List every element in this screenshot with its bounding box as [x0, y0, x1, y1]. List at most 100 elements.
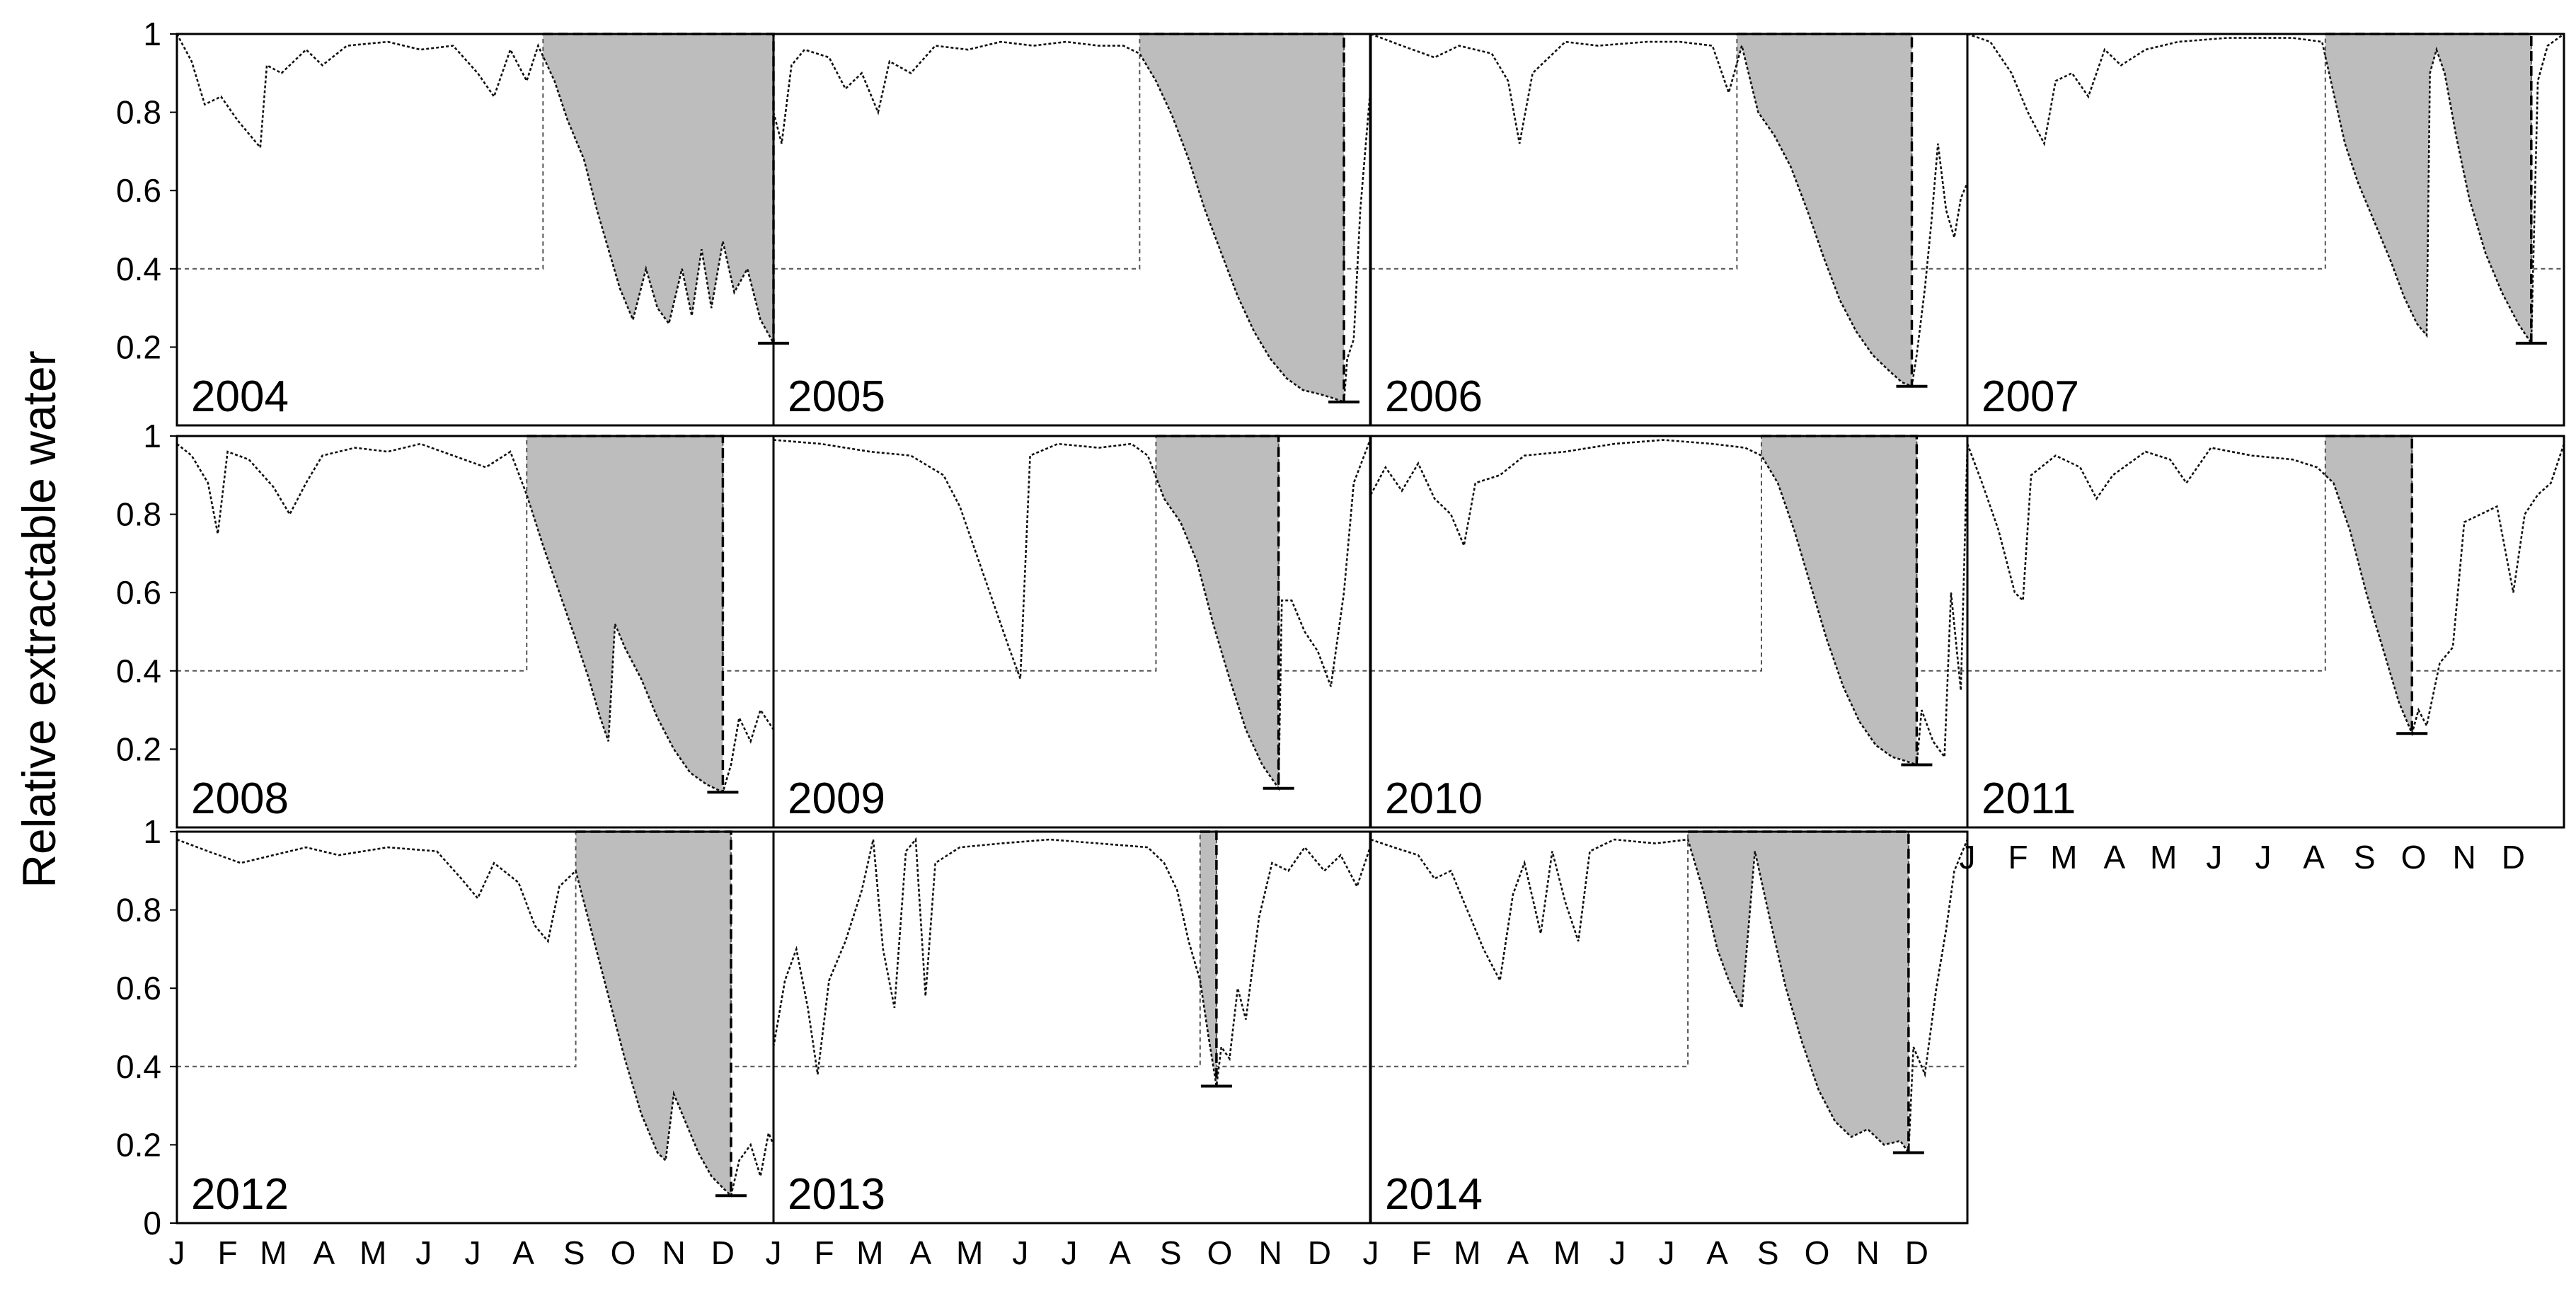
panels-group: 2004 2005 2006 2007 2008 2009 2010 2011 2012 2013… — [176, 33, 2565, 1225]
drought-area-2012 — [575, 832, 731, 1196]
drought-area-2004 — [543, 34, 774, 343]
panel-2013: 2013 — [772, 830, 1372, 1225]
month-label: J — [2206, 839, 2222, 876]
month-label: O — [1207, 1234, 1233, 1271]
month-label: F — [815, 1234, 834, 1271]
y-tick-label: 0.8 — [116, 496, 161, 533]
month-label: S — [1160, 1234, 1182, 1271]
month-label: M — [1454, 1234, 1480, 1271]
axes-group: 0.2 0.4 0.6 0.8 1 0.2 0.4 0.6 0.8 1 0 0.2 0.4 0.6 0.8 1… — [116, 16, 2525, 1271]
month-label: O — [2401, 839, 2427, 876]
month-label: M — [2150, 839, 2177, 876]
month-label: N — [1258, 1234, 1282, 1271]
month-label: J — [1659, 1234, 1675, 1271]
panel-frame-2014 — [1369, 830, 1969, 1225]
threshold-line-2011 — [1967, 435, 2564, 672]
panel-2010: 2010 — [1369, 435, 1969, 829]
panel-frame-2007 — [1966, 33, 2565, 427]
month-label: F — [2008, 839, 2028, 876]
month-label: J — [1960, 839, 1976, 876]
drought-area-2011 — [2325, 436, 2413, 734]
rew-series-2011 — [1966, 443, 2565, 737]
year-label-2009: 2009 — [788, 774, 885, 823]
month-label: D — [1308, 1234, 1331, 1271]
rew-series-2012 — [176, 838, 775, 1198]
month-label: M — [2050, 839, 2077, 876]
year-label-2013: 2013 — [788, 1170, 885, 1219]
month-label: M — [360, 1234, 386, 1271]
y-tick-label: 0 — [143, 1205, 161, 1241]
panel-2009: 2009 — [772, 435, 1372, 829]
month-label: A — [1507, 1234, 1529, 1271]
month-label: J — [1609, 1234, 1626, 1271]
y-tick-label: 0.2 — [116, 730, 161, 767]
y-axis-title: Relative extractable water — [13, 350, 65, 888]
year-label-2011: 2011 — [1982, 774, 2076, 823]
panel-frame-2009 — [772, 435, 1372, 829]
rew-series-2007 — [1967, 33, 2565, 347]
drought-area-2014 — [1688, 832, 1909, 1153]
month-label: J — [2255, 839, 2272, 876]
month-label: J — [169, 1234, 185, 1271]
month-label: A — [1109, 1234, 1131, 1271]
month-label: J — [766, 1234, 782, 1271]
drought-edge-2011 — [2325, 435, 2413, 734]
y-tick-label: 0.4 — [116, 251, 161, 287]
year-label-2014: 2014 — [1385, 1170, 1483, 1219]
year-label-2005: 2005 — [788, 372, 885, 421]
month-label: A — [910, 1234, 932, 1271]
rew-series-2009 — [773, 439, 1372, 791]
threshold-line-2008 — [177, 435, 774, 672]
y-tick-label: 0.8 — [116, 94, 161, 131]
y-tick-label: 0.6 — [116, 172, 161, 209]
month-label: A — [512, 1234, 534, 1271]
drought-edge-2006 — [1737, 33, 1914, 386]
drought-area-2009 — [1156, 436, 1279, 789]
rew-series-2010 — [1369, 439, 1969, 767]
month-label: S — [2354, 839, 2376, 876]
month-label: S — [1757, 1234, 1779, 1271]
month-label: J — [465, 1234, 481, 1271]
month-label: J — [1363, 1234, 1379, 1271]
rew-series-2013 — [772, 837, 1372, 1086]
month-label: M — [1553, 1234, 1580, 1271]
month-label: N — [662, 1234, 685, 1271]
drought-area-2006 — [1737, 34, 1912, 386]
drought-area-2005 — [1139, 34, 1345, 402]
y-tick-label: 0.2 — [116, 1126, 161, 1163]
month-label: J — [415, 1234, 432, 1271]
panel-2012: 2012 — [176, 830, 775, 1225]
rew-series-2004 — [176, 33, 775, 344]
year-label-2008: 2008 — [191, 774, 289, 823]
month-label: N — [2452, 839, 2476, 876]
panel-2006: 2006 — [1369, 33, 1969, 427]
year-label-2004: 2004 — [191, 372, 289, 421]
month-label: D — [711, 1234, 735, 1271]
rew-series-2008 — [176, 442, 775, 794]
drought-area-2010 — [1761, 436, 1917, 765]
drought-area-2013 — [1200, 832, 1217, 1086]
month-label: M — [260, 1234, 287, 1271]
drought-edge-2014 — [1688, 830, 1910, 1153]
month-label: D — [2502, 839, 2525, 876]
y-tick-label: 0.6 — [116, 970, 161, 1007]
y-tick-label: 1 — [143, 813, 161, 850]
y-tick-label: 1 — [143, 418, 161, 454]
panel-frame-2011 — [1966, 435, 2565, 829]
year-label-2012: 2012 — [191, 1170, 289, 1219]
panel-2008: 2008 — [176, 435, 775, 829]
year-label-2010: 2010 — [1385, 774, 1483, 823]
month-label: O — [611, 1234, 636, 1271]
y-tick-label: 0.4 — [116, 1048, 161, 1085]
month-label: F — [218, 1234, 238, 1271]
panel-2005: 2005 — [772, 33, 1372, 427]
panel-frame-2013 — [772, 830, 1372, 1225]
panel-2007: 2007 — [1966, 33, 2565, 427]
rew-series-2005 — [772, 40, 1372, 403]
month-label: F — [1412, 1234, 1432, 1271]
y-tick-label: 0.6 — [116, 574, 161, 611]
month-label: A — [2104, 839, 2126, 876]
month-label: O — [1805, 1234, 1830, 1271]
panel-2014: 2014 — [1369, 830, 1969, 1225]
